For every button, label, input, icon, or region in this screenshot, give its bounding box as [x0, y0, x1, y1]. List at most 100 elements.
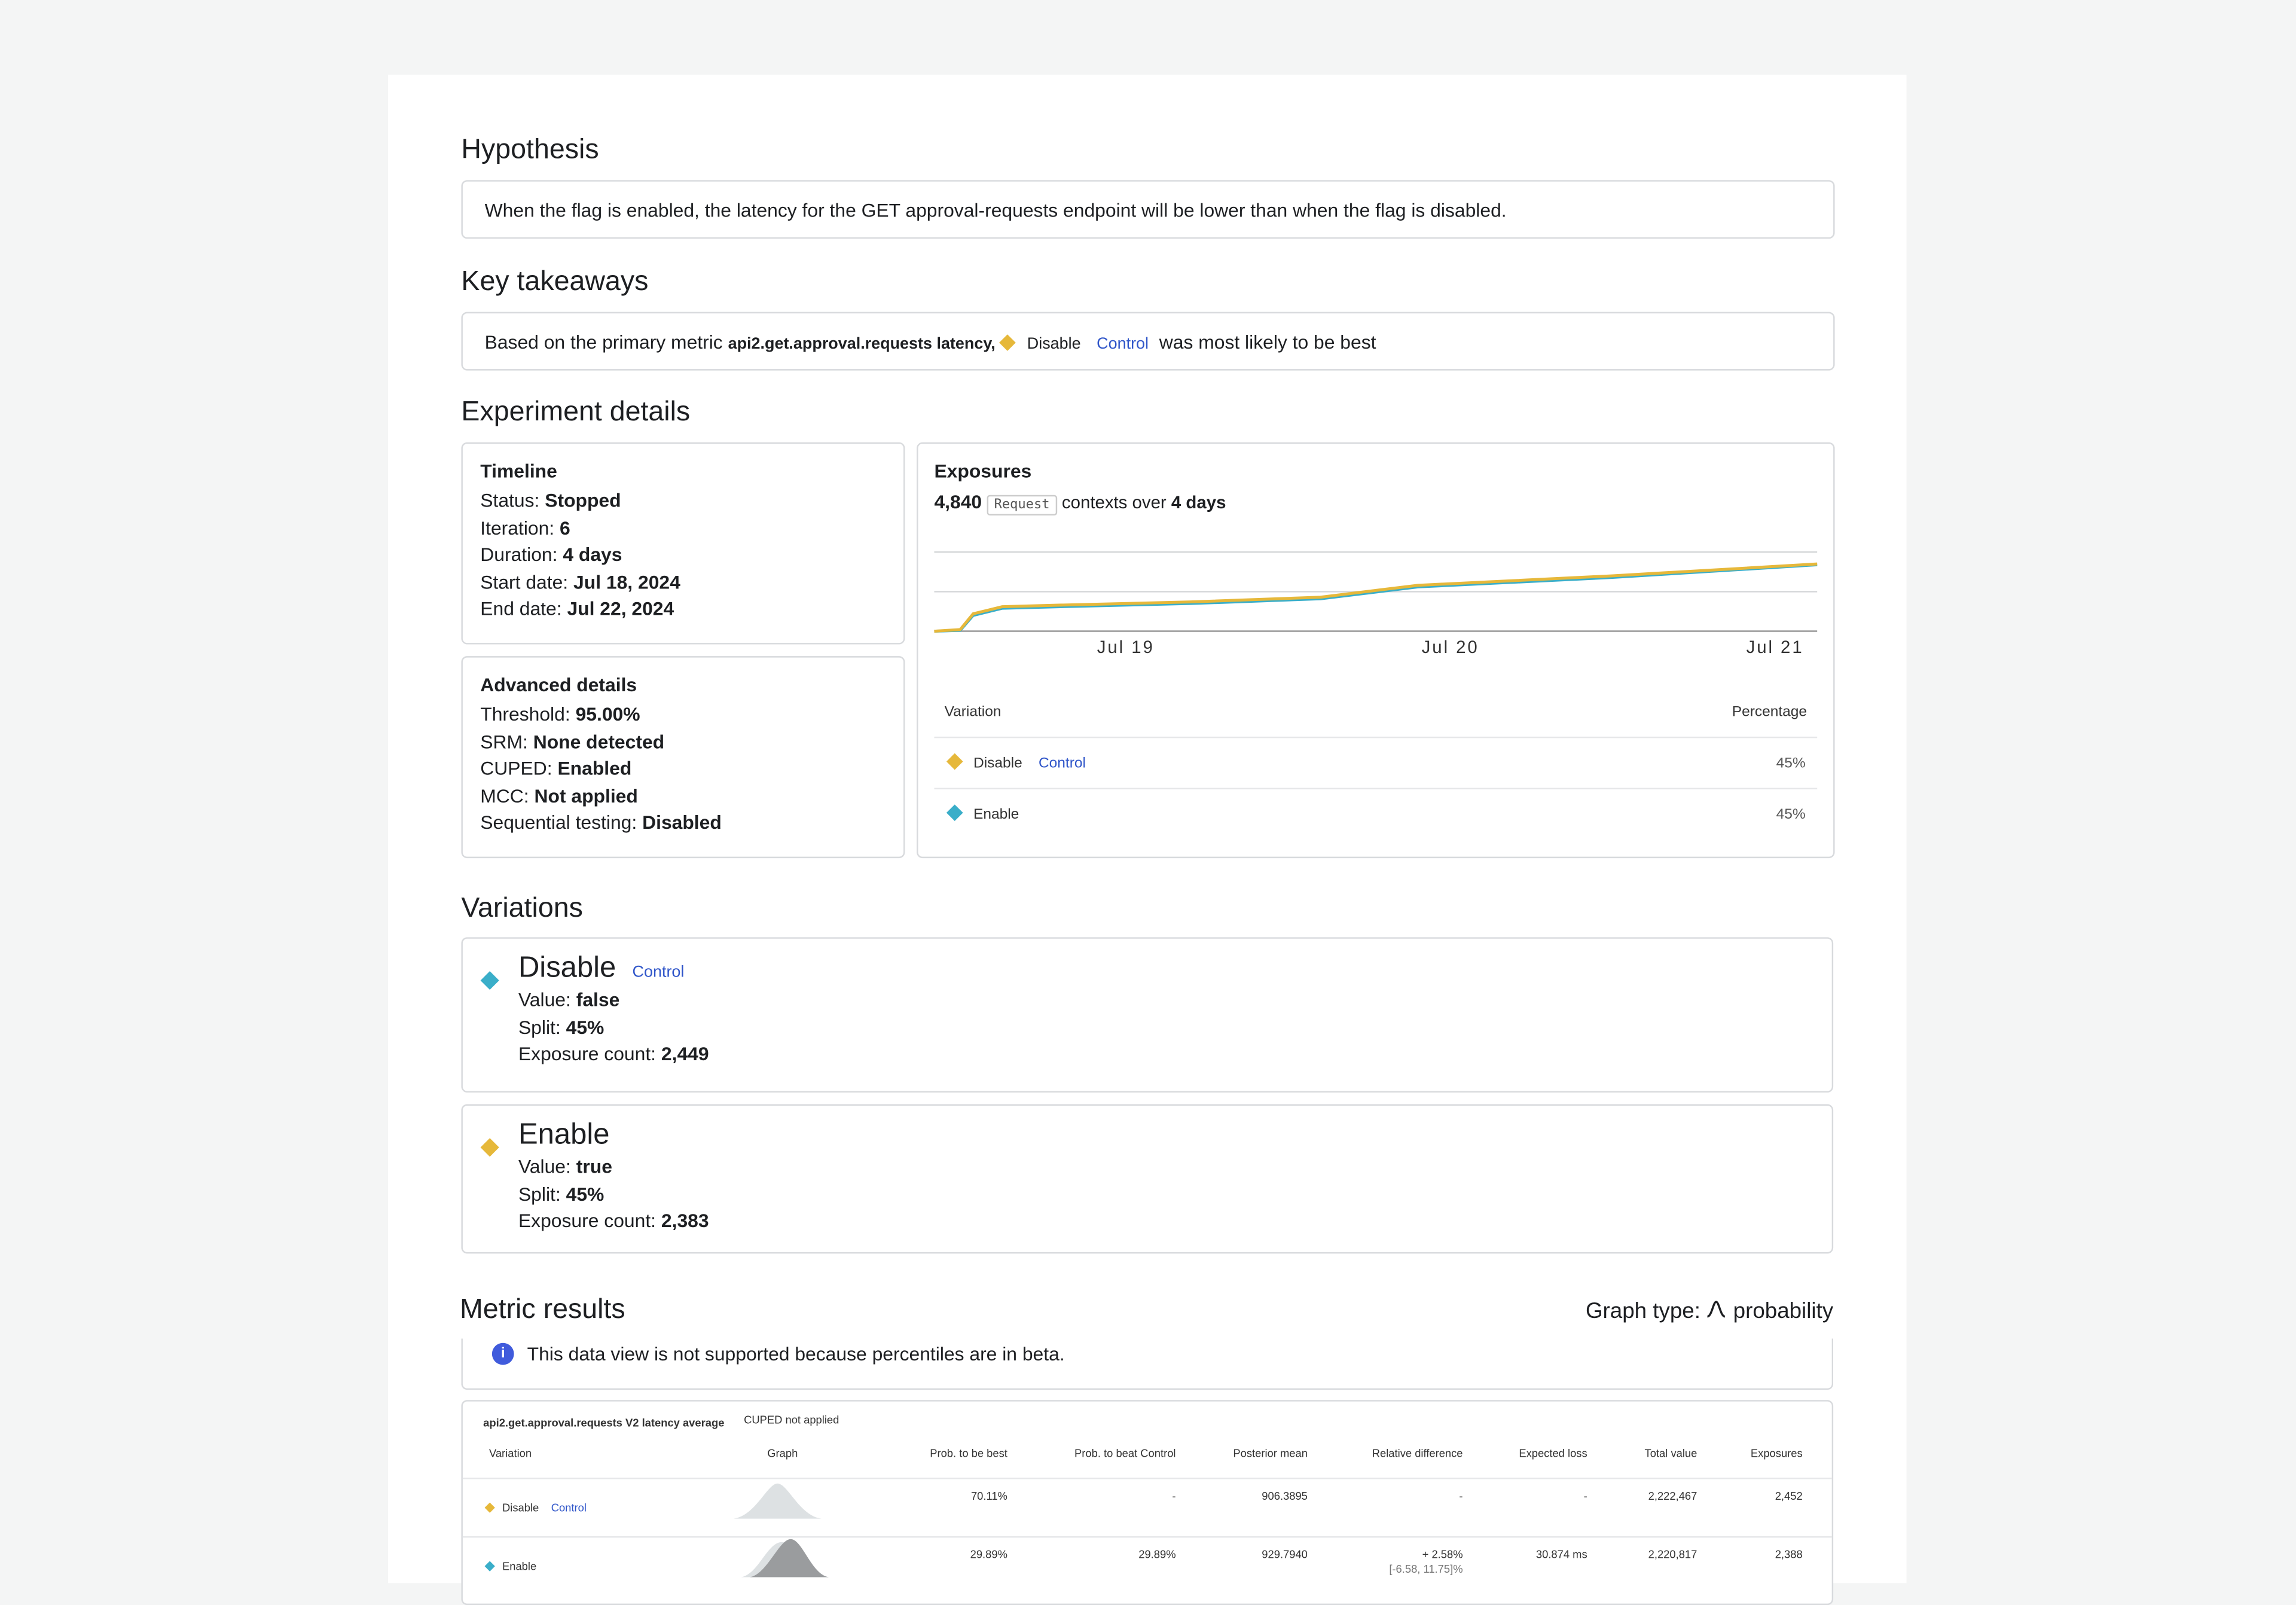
- field: Sequential testing: Disabled: [480, 810, 722, 838]
- cell: 30.874 ms: [1535, 1548, 1587, 1561]
- box-title: Advanced details: [480, 673, 637, 696]
- field-label: Threshold:: [480, 703, 570, 725]
- variation-name: Disable: [502, 1501, 539, 1515]
- column-header: Prob. to beat Control: [1074, 1447, 1176, 1460]
- bell-icon: [1707, 1301, 1726, 1318]
- field-label: Exposure count:: [518, 1043, 657, 1065]
- control-badge: Control: [1097, 335, 1149, 353]
- field: Exposure count: 2,383: [518, 1209, 709, 1236]
- field: Value: false: [518, 987, 709, 1015]
- field-label: CUPED:: [480, 757, 552, 780]
- control-badge: Control: [1038, 755, 1086, 772]
- takeaways-box: Based on the primary metric api2.get.app…: [461, 312, 1835, 371]
- column-header: Variation: [488, 1447, 532, 1460]
- info-banner: i This data view is not supported becaus…: [461, 1338, 1834, 1390]
- info-icon: i: [491, 1342, 514, 1365]
- metric-name: api2.get.approval.requests V2 latency av…: [483, 1416, 725, 1430]
- variation-name: Enable: [518, 1119, 610, 1151]
- field-value: Stopped: [545, 489, 621, 511]
- cell: + 2.58%: [1422, 1548, 1463, 1561]
- label: Graph type:: [1585, 1299, 1700, 1324]
- field-value: 2,449: [661, 1043, 709, 1065]
- context-kind: Request: [987, 495, 1057, 516]
- graph-type: probability: [1733, 1299, 1834, 1324]
- field-label: Status:: [480, 489, 540, 511]
- section-heading: Hypothesis: [461, 135, 599, 166]
- field: MCC: Not applied: [480, 783, 722, 811]
- variation-name: Disable: [973, 755, 1022, 772]
- field-label: Start date:: [480, 570, 569, 593]
- field: Exposure count: 2,449: [518, 1042, 709, 1069]
- advanced-box: Advanced details Threshold: 95.00% SRM: N…: [461, 656, 905, 859]
- column-header: Variation: [944, 704, 1002, 721]
- field: Status: Stopped: [480, 488, 680, 515]
- cell: -: [1172, 1489, 1176, 1503]
- field: End date: Jul 22, 2024: [480, 597, 680, 624]
- cell: 2,452: [1775, 1489, 1803, 1503]
- duration: 4 days: [1171, 492, 1226, 513]
- field-label: Sequential testing:: [480, 811, 637, 834]
- field-value: None detected: [533, 730, 665, 752]
- cell: 906.3895: [1262, 1489, 1308, 1503]
- field: Split: 45%: [518, 1014, 709, 1042]
- field-label: End date:: [480, 598, 562, 620]
- section-heading: Metric results: [459, 1294, 625, 1326]
- field-value: Enabled: [557, 757, 632, 780]
- cell: 929.7940: [1262, 1548, 1308, 1561]
- field-label: Split:: [518, 1015, 561, 1038]
- cell: 70.11%: [970, 1489, 1007, 1503]
- variation-name: Enable: [973, 807, 1019, 823]
- field-value: 45%: [566, 1015, 604, 1038]
- field: Duration: 4 days: [480, 542, 680, 570]
- distribution-graph: [733, 1483, 829, 1577]
- cell: -: [1583, 1489, 1587, 1503]
- cell: 2,222,467: [1648, 1489, 1697, 1503]
- variation-icon: [946, 804, 963, 822]
- variation-icon: [480, 1138, 499, 1157]
- cuped-note: CUPED not applied: [744, 1413, 839, 1427]
- field-label: Value:: [518, 988, 571, 1011]
- field-value: Jul 22, 2024: [567, 598, 674, 620]
- percentage: 45%: [1776, 807, 1806, 823]
- field-label: Value:: [518, 1155, 571, 1177]
- field-value: Jul 18, 2024: [573, 570, 680, 593]
- column-header: Percentage: [1732, 704, 1808, 721]
- field-list: Status: Stopped Iteration: 6 Duration: 4 d…: [480, 488, 680, 624]
- variation-icon: [484, 1561, 495, 1572]
- field-label: Duration:: [480, 544, 558, 566]
- variation-cell: Disable Control: [943, 753, 1086, 772]
- hypothesis-text: When the flag is enabled, the latency fo…: [484, 199, 1507, 221]
- graph-type-control[interactable]: Graph type: probability: [1586, 1299, 1833, 1324]
- field-list: Value: true Split: 45% Exposure count: 2,3…: [518, 1154, 709, 1236]
- info-text: This data view is not supported because …: [527, 1342, 1065, 1365]
- table-row: Disable Control 45%: [934, 736, 1818, 789]
- x-tick-label: Jul 21: [1747, 637, 1804, 657]
- series-line: [934, 562, 1818, 633]
- exposures-box: Exposures 4,840 Request contexts over 4 …: [917, 442, 1835, 859]
- field: Iteration: 6: [480, 515, 680, 542]
- variation-cell: Enable: [943, 804, 1019, 823]
- field-value: true: [576, 1155, 612, 1177]
- cell: 2,388: [1775, 1548, 1803, 1561]
- column-header: Posterior mean: [1233, 1447, 1308, 1460]
- row-divider: [462, 1536, 1832, 1538]
- field-value: 4 days: [563, 544, 622, 566]
- count: 4,840: [934, 490, 982, 513]
- page: Hypothesis When the flag is enabled, the…: [387, 74, 1907, 1605]
- column-header: Graph: [767, 1447, 798, 1460]
- variation-card: Disable Control Value: false Split: 45% Ex…: [461, 937, 1834, 1093]
- control-badge: Control: [551, 1501, 587, 1515]
- field-value: Disabled: [642, 811, 722, 834]
- x-tick-label: Jul 20: [1422, 637, 1479, 657]
- field-value: false: [576, 988, 620, 1011]
- takeaway-line: Based on the primary metric api2.get.app…: [485, 331, 1376, 353]
- field-label: Exposure count:: [518, 1210, 657, 1232]
- cell: 2,220,817: [1648, 1548, 1697, 1561]
- variation-name: Disable: [1027, 335, 1081, 353]
- field-label: MCC:: [480, 785, 529, 807]
- cell: -: [1459, 1489, 1463, 1503]
- field-value: 45%: [566, 1182, 604, 1205]
- hypothesis-box: When the flag is enabled, the latency fo…: [461, 180, 1835, 239]
- cell: 29.89%: [970, 1548, 1007, 1561]
- table-row: Enable 45%: [934, 788, 1818, 841]
